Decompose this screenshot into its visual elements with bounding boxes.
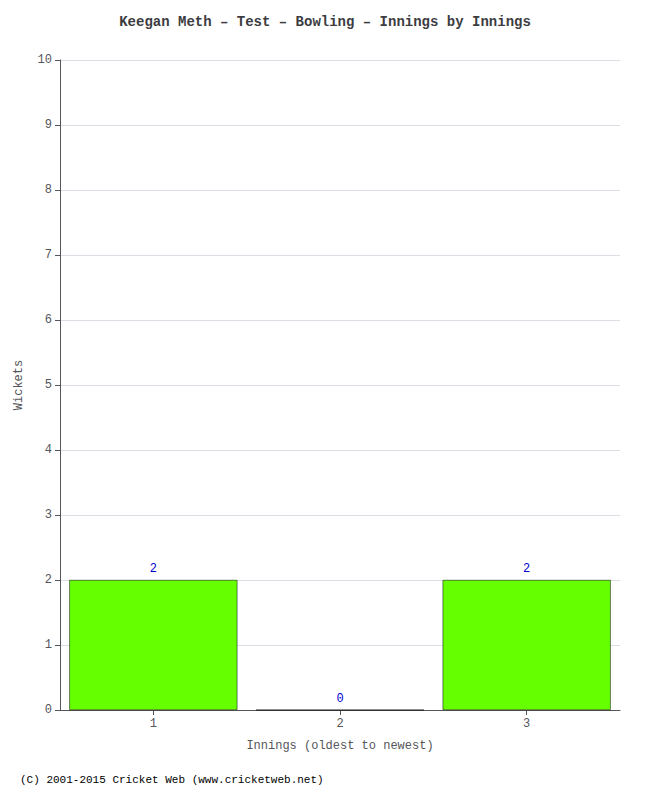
svg-text:10: 10: [38, 53, 52, 67]
svg-text:8: 8: [45, 183, 52, 197]
svg-text:Wickets: Wickets: [12, 360, 26, 410]
svg-text:9: 9: [45, 118, 52, 132]
svg-text:(C) 2001-2015 Cricket Web (www: (C) 2001-2015 Cricket Web (www.cricketwe…: [20, 774, 324, 786]
svg-text:7: 7: [45, 248, 52, 262]
svg-text:2: 2: [45, 573, 52, 587]
svg-text:2: 2: [336, 717, 343, 731]
svg-text:6: 6: [45, 313, 52, 327]
svg-text:5: 5: [45, 378, 52, 392]
svg-text:4: 4: [45, 443, 52, 457]
svg-text:3: 3: [45, 508, 52, 522]
svg-text:2: 2: [523, 562, 530, 576]
svg-text:1: 1: [45, 638, 52, 652]
svg-text:Keegan Meth – Test – Bowling –: Keegan Meth – Test – Bowling – Innings b…: [119, 14, 531, 30]
svg-text:1: 1: [150, 717, 157, 731]
svg-text:2: 2: [150, 562, 157, 576]
svg-text:Innings (oldest to newest): Innings (oldest to newest): [246, 739, 433, 753]
svg-text:0: 0: [45, 703, 52, 717]
svg-text:0: 0: [336, 692, 343, 706]
svg-text:3: 3: [523, 717, 530, 731]
